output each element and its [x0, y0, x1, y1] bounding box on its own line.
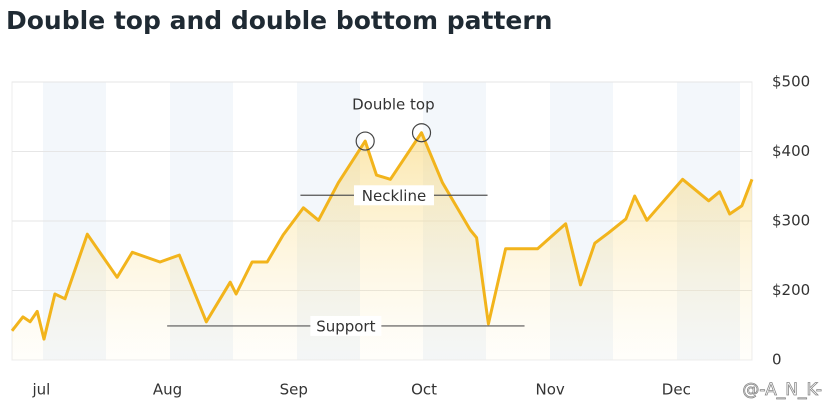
y-baseline-label: 0 [772, 351, 782, 369]
y-tick-label: $300 [772, 212, 810, 230]
x-tick-label: Nov [536, 381, 565, 399]
x-tick-label: Sep [280, 381, 308, 399]
peak-marker [411, 123, 432, 143]
watermark: @-A_N_K- [742, 380, 822, 400]
area [12, 132, 752, 360]
x-tick-label: jul [32, 381, 51, 399]
support-label: Support [316, 317, 375, 335]
x-tick-label: Oct [411, 381, 437, 399]
line [10, 131, 754, 341]
neckline-label-bg [353, 185, 434, 206]
y-tick-label: $500 [772, 73, 810, 91]
x-tick-label: Dec [662, 381, 691, 399]
chart-title: Double top and double bottom pattern [6, 6, 552, 35]
y-tick-label: $200 [772, 281, 810, 299]
support-label-bg [310, 315, 382, 336]
y-tick-label: $400 [772, 142, 810, 160]
x-tick-label: Aug [153, 381, 182, 399]
double-top-label: Double top [352, 96, 435, 114]
neckline-label: Neckline [362, 187, 426, 205]
peak-marker [355, 131, 375, 151]
